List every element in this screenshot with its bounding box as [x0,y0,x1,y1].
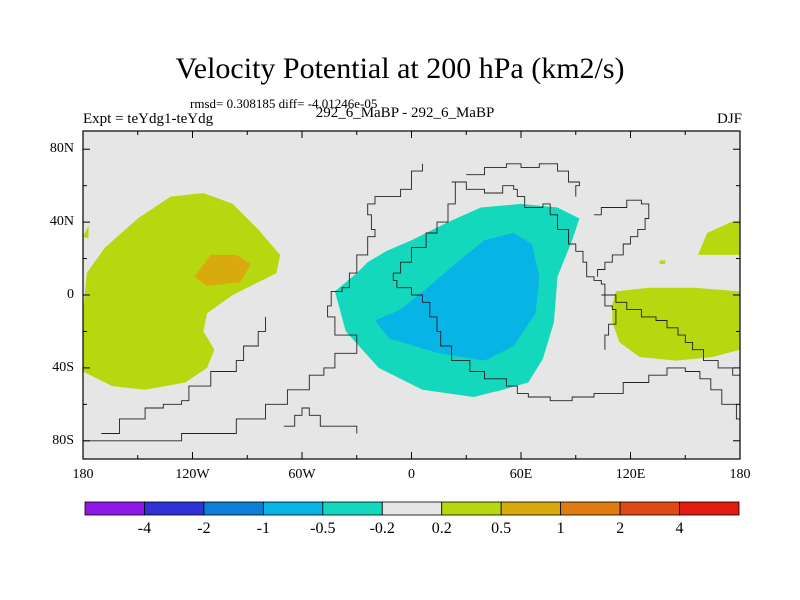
colorbar-label: -2 [197,520,211,537]
lat-tick-label: 80S [52,432,74,448]
lat-tick-label: 80N [49,141,74,157]
lon-tick-label: 120E [615,467,646,482]
contour-region-pacific-core [194,254,251,286]
colorbar-label: -4 [137,520,152,537]
chart-title: Velocity Potential at 200 hPa (km2/s) [175,52,625,85]
africa-west-coastline [392,181,740,423]
contour-region-small-west-patch [83,225,89,239]
antarctic-peninsula-coastline [283,407,358,434]
lon-tick-label: 60W [288,467,316,482]
lon-tick-label: 60E [509,467,533,482]
lat-tick-label: 40S [52,359,74,375]
contour-region-east-pacific-positive [612,287,740,361]
contour-region-dateline-positive [698,222,740,255]
americas-coastline [83,163,423,442]
contour-region-pacific-positive [83,193,281,390]
axis-ticks [82,131,741,459]
eurasia-africa-coastline [451,181,740,379]
colorbar-swatch [560,501,621,516]
colorbar-label: 0.5 [491,520,512,537]
lon-tick-label: 0 [408,467,415,482]
lat-tick-label: 40N [49,214,74,230]
colorbar [84,501,740,516]
colorbar-label: -0.5 [310,520,336,537]
stats-label: rmsd= 0.308185 diff= -4.01246e-05 [190,96,378,111]
west-antarctica-coastline [101,316,266,434]
colorbar-swatch [679,501,740,516]
colorbar-label: -0.2 [369,520,395,537]
colorbar-swatch [203,501,264,516]
colorbar-swatch [500,501,562,516]
season-label: DJF [716,111,742,127]
case-name-label: 292_6_MaBP - 292_6_MaBP [315,105,495,121]
contour-region-dot-positive [659,260,666,264]
colorbar-swatch [84,501,145,516]
colorbar-swatch [441,501,502,516]
colorbar-swatch [262,501,324,516]
lon-tick-label: 120W [175,467,210,482]
arctic-coastline [466,163,580,197]
colorbar-label: 1 [556,520,565,537]
colorbar-label: 0.2 [431,520,452,537]
colorbar-label: -1 [256,520,271,537]
contour-region-africa-core [375,233,540,361]
colorbar-label: 2 [616,520,625,537]
contour-fills [83,193,740,397]
colorbar-swatch [144,501,205,516]
maritime-continent-coastline [601,294,617,350]
colorbar-label: 4 [675,520,684,537]
lon-tick-label: 180 [729,467,751,482]
lon-tick-label: 180 [72,467,94,482]
colorbar-swatch [381,501,443,516]
experiment-label: Expt = teYdg1-teYdg [83,111,214,127]
lat-tick-label: 0 [67,287,74,302]
colorbar-swatch [322,501,383,516]
colorbar-swatch [619,501,680,516]
coastlines [83,163,740,442]
east-asia-coastline [594,199,650,277]
